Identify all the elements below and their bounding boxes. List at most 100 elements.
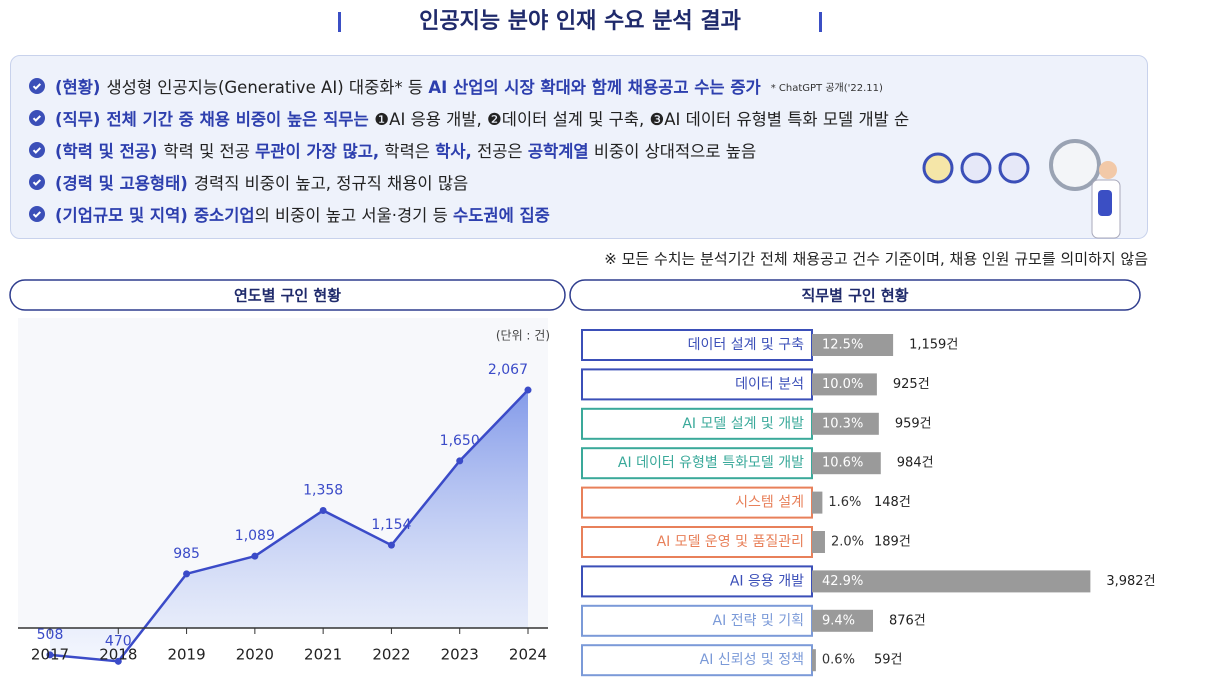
point — [251, 552, 259, 560]
x-tick-label: 2020 — [236, 646, 274, 664]
value-label: 1,650 — [440, 433, 480, 449]
value-label: 1,154 — [371, 517, 411, 533]
summary-item: (경력 및 고용형태) 경력직 비중이 높고, 정규직 채용이 많음 — [29, 166, 1129, 198]
share-label: 1.6% — [828, 495, 861, 510]
category-box — [581, 526, 813, 558]
point — [456, 457, 464, 465]
item-text: ❶AI 응용 개발, ❷데이터 설계 및 구축, ❸AI 데이터 유형별 특화 … — [374, 110, 910, 129]
share-label: 9.4% — [822, 613, 855, 628]
panel-header — [569, 279, 1141, 311]
panel-title: 직무별 구인 현황 — [801, 287, 908, 305]
value-label: 508 — [37, 627, 64, 643]
item-text: 중소기업 — [193, 206, 255, 225]
check-icon — [29, 142, 45, 158]
category-box — [581, 486, 813, 519]
category-label: AI 응용 개발 — [730, 573, 804, 589]
value-label: 3,982건 — [1106, 574, 1155, 589]
share-label: 2.0% — [831, 535, 864, 550]
point — [114, 657, 122, 665]
bar — [812, 373, 877, 396]
point — [46, 651, 54, 659]
category-label: AI 신뢰성 및 정책 — [700, 652, 804, 668]
item-label: (학력 및 전공) — [55, 142, 158, 161]
value-label: 925건 — [893, 377, 930, 392]
category-box — [581, 604, 813, 637]
category-label: 데이터 설계 및 구축 — [688, 337, 805, 353]
item-text: 학력 및 전공 — [163, 142, 256, 161]
bar — [812, 452, 881, 475]
bar — [812, 531, 825, 553]
bar — [812, 609, 873, 632]
point — [319, 506, 327, 514]
item-label: (직무) — [55, 110, 101, 129]
line — [49, 389, 529, 663]
item-text: 학력은 — [379, 142, 436, 161]
x-tick-label: 2018 — [99, 646, 137, 664]
value-label: 148건 — [874, 495, 911, 510]
category-box — [581, 329, 813, 361]
category-box — [581, 644, 813, 677]
value-label: 59건 — [874, 653, 903, 668]
x-tick-label: 2019 — [167, 646, 205, 664]
summary-item: (기업규모 및 지역) 중소기업 의 비중이 높고 서울·경기 등 수도권에 집중 — [29, 198, 1129, 230]
item-text: 학사, — [435, 142, 472, 161]
value-label: 1,089 — [235, 528, 275, 544]
panel-title: 연도별 구인 현황 — [234, 287, 341, 305]
share-label: 10.6% — [822, 456, 863, 471]
item-label: (현황) — [55, 78, 101, 97]
summary-item: (직무) 전체 기간 중 채용 비중이 높은 직무는 ❶AI 응용 개발, ❷데이… — [29, 102, 1129, 134]
value-label: 985 — [173, 546, 200, 562]
x-tick-label: 2022 — [372, 646, 410, 664]
item-label: (경력 및 고용형태) — [55, 174, 188, 193]
value-label: 959건 — [895, 416, 932, 431]
point — [387, 541, 395, 549]
item-text: 의 비중이 높고 서울·경기 등 — [254, 206, 454, 225]
unit-label: (단위 : 건) — [496, 329, 550, 343]
share-label: 10.0% — [822, 377, 863, 392]
check-icon — [29, 174, 45, 190]
item-text: 경력직 비중이 높고, 정규직 채용이 많음 — [193, 174, 469, 193]
item-text: 수도권에 집중 — [453, 206, 550, 225]
item-text: AI 산업의 시장 확대와 함께 채용공고 수는 증가 — [428, 78, 761, 97]
value-label: 2,067 — [488, 362, 528, 378]
panel-header — [9, 279, 566, 311]
area — [50, 390, 528, 662]
item-text: 전체 기간 중 채용 비중이 높은 직무는 — [106, 110, 375, 129]
x-tick-label: 2023 — [441, 646, 479, 664]
item-text: 비중이 상대적으로 높음 — [588, 142, 757, 161]
point — [183, 570, 191, 578]
bar — [812, 649, 816, 672]
category-box — [581, 407, 813, 440]
value-label: 1,358 — [303, 482, 343, 498]
summary-box: (현황) 생성형 인공지능(Generative AI) 대중화* 등 AI 산업… — [10, 55, 1148, 239]
bar — [812, 491, 823, 514]
share-label: 0.6% — [822, 653, 855, 668]
category-label: 데이터 분석 — [735, 376, 804, 392]
x-tick-label: 2017 — [31, 646, 69, 664]
item-label: (기업규모 및 지역) — [55, 206, 188, 225]
share-label: 42.9% — [822, 574, 863, 589]
category-label: AI 전략 및 기획 — [713, 613, 804, 629]
check-icon — [29, 110, 45, 126]
category-label: AI 데이터 유형별 특화모델 개발 — [618, 455, 804, 471]
bar — [812, 334, 894, 356]
value-label: 1,159건 — [909, 338, 958, 353]
category-box — [581, 447, 813, 480]
item-text: 생성형 인공지능(Generative AI) 대중화* 등 — [106, 78, 429, 97]
summary-item: (현황) 생성형 인공지능(Generative AI) 대중화* 등 AI 산업… — [29, 70, 1129, 102]
page-title: 인공지능 분야 인재 수요 분석 결과 — [338, 4, 822, 40]
check-icon — [29, 78, 45, 94]
bar — [812, 570, 1091, 593]
summary-item: (학력 및 전공) 학력 및 전공 무관이 가장 많고, 학력은 학사, 전공은 … — [29, 134, 1129, 166]
category-box — [581, 565, 813, 598]
value-label: 876건 — [889, 613, 926, 628]
disclaimer: ※ 모든 수치는 분석기간 전체 채용공고 건수 기준이며, 채용 인원 규모를… — [604, 250, 1148, 268]
item-text: 무관이 가장 많고, — [255, 142, 380, 161]
category-label: AI 모델 운영 및 품질관리 — [657, 534, 804, 550]
point — [524, 386, 532, 394]
x-tick-label: 2021 — [304, 646, 342, 664]
item-text: 전공은 — [471, 142, 528, 161]
value-label: 470 — [105, 633, 132, 649]
value-label: 189건 — [874, 535, 911, 550]
